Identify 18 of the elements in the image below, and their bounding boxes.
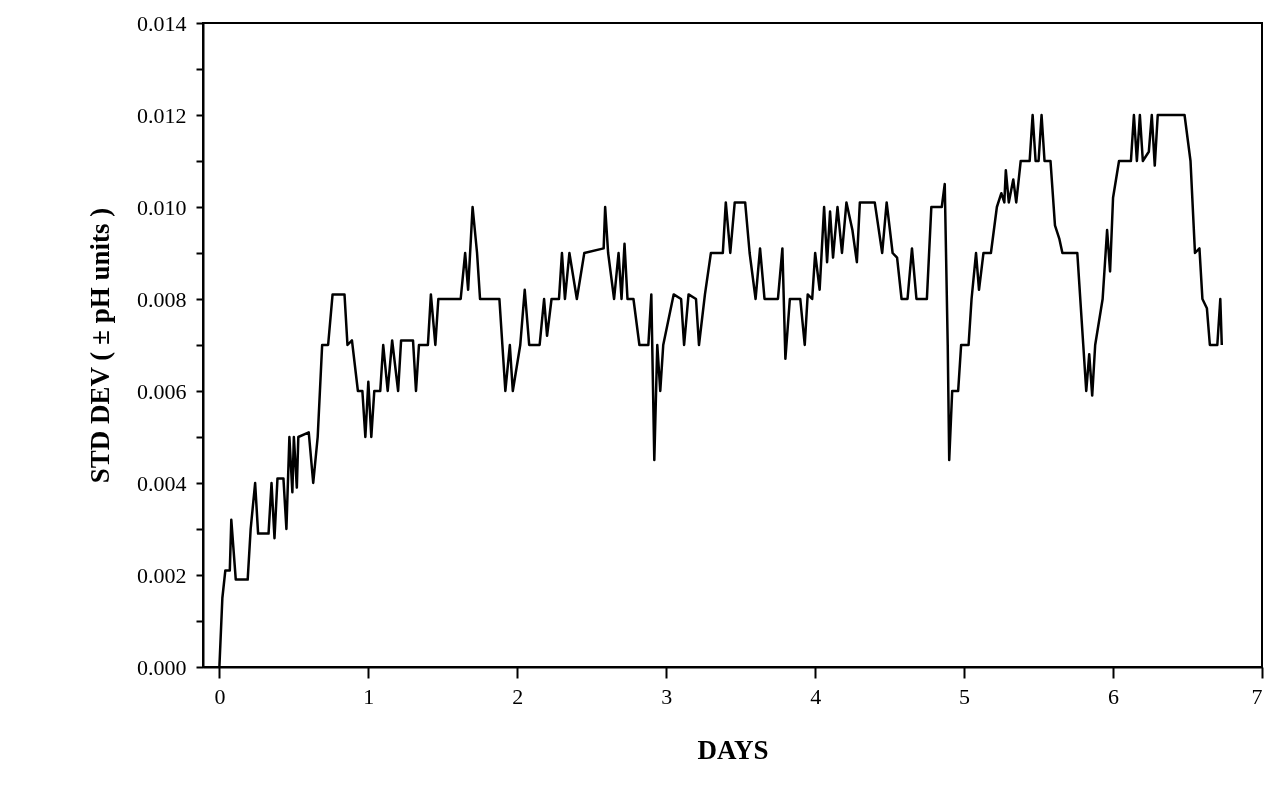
y-tick-label: 0.002 [137, 562, 187, 588]
y-axis-title: STD DEV ( ± pH units ) [85, 207, 115, 484]
y-tick-label: 0.012 [137, 102, 187, 128]
x-tick-label: 0 [214, 683, 226, 709]
x-axis-title: DAYS [697, 734, 769, 765]
y-tick-label: 0.004 [137, 470, 187, 496]
x-tick-label: 2 [512, 683, 524, 709]
y-tick-label: 0.008 [137, 286, 187, 312]
x-tick-label: 4 [810, 683, 822, 709]
y-tick-label: 0.006 [137, 378, 187, 404]
x-tick-label: 6 [1108, 683, 1120, 709]
y-tick-label: 0.010 [137, 194, 187, 220]
x-tick-label: 7 [1251, 683, 1263, 709]
x-tick-label: 5 [959, 683, 971, 709]
y-tick-label: 0.000 [137, 654, 187, 680]
x-tick-label: 1 [363, 683, 375, 709]
y-tick-label: 0.014 [137, 10, 187, 36]
x-tick-label: 3 [661, 683, 673, 709]
